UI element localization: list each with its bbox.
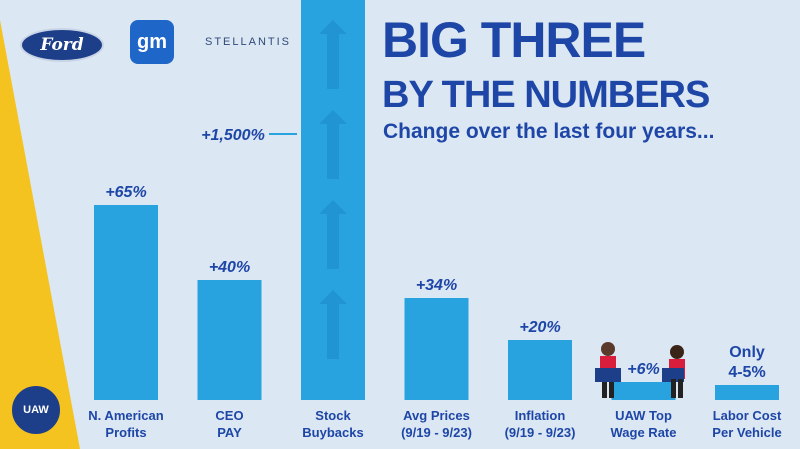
headline-line-1: BIG THREE bbox=[382, 12, 646, 68]
striker-figure-left bbox=[595, 342, 621, 398]
category-label-2-1: Buybacks bbox=[302, 425, 363, 440]
category-label-2-0: Stock bbox=[315, 408, 351, 423]
bar-4 bbox=[508, 340, 572, 400]
uaw-logo: UAW bbox=[9, 383, 63, 437]
data-label-0-0: +65% bbox=[105, 184, 146, 201]
category-label-6-1: Per Vehicle bbox=[712, 425, 781, 440]
data-label-6-1: 4-5% bbox=[728, 364, 765, 381]
data-label-1-0: +40% bbox=[209, 259, 250, 276]
bar-6 bbox=[715, 385, 779, 400]
bar-1 bbox=[197, 280, 262, 400]
headline-subtitle: Change over the last four years... bbox=[383, 120, 715, 143]
category-label-6-0: Labor Cost bbox=[713, 408, 782, 423]
buyback-arrow-0 bbox=[319, 20, 347, 89]
category-label-5-1: Wage Rate bbox=[611, 425, 677, 440]
stellantis-logo: STELLANTIS bbox=[205, 36, 292, 48]
ford-logo: Ford bbox=[20, 28, 104, 62]
category-label-5-0: UAW Top bbox=[615, 408, 672, 423]
category-label-1-1: PAY bbox=[217, 425, 242, 440]
category-label-0-0: N. American bbox=[88, 408, 163, 423]
bar-0 bbox=[94, 205, 158, 400]
category-label-0-1: Profits bbox=[105, 425, 146, 440]
category-label-1-0: CEO bbox=[215, 408, 243, 423]
data-label-4-0: +20% bbox=[519, 319, 560, 336]
category-label-4-1: (9/19 - 9/23) bbox=[505, 425, 576, 440]
category-label-3-1: (9/19 - 9/23) bbox=[401, 425, 472, 440]
data-label-3-0: +34% bbox=[416, 277, 457, 294]
striker-figure-right bbox=[662, 345, 685, 398]
bar-5 bbox=[611, 382, 676, 400]
category-label-3-0: Avg Prices bbox=[403, 408, 470, 423]
buyback-arrow-3 bbox=[319, 290, 347, 359]
bar-3 bbox=[404, 298, 469, 400]
data-label-6-0: Only bbox=[729, 344, 765, 361]
yellow-wedge-decoration bbox=[0, 20, 80, 449]
headline-line-2: BY THE NUMBERS bbox=[382, 74, 710, 116]
buyback-arrow-1 bbox=[319, 110, 347, 179]
category-label-4-0: Inflation bbox=[515, 408, 566, 423]
data-label-2-0: +1,500% bbox=[201, 127, 265, 144]
data-label-5-0: +6% bbox=[627, 361, 659, 378]
buyback-arrow-2 bbox=[319, 200, 347, 269]
gm-logo: gm bbox=[130, 20, 174, 64]
